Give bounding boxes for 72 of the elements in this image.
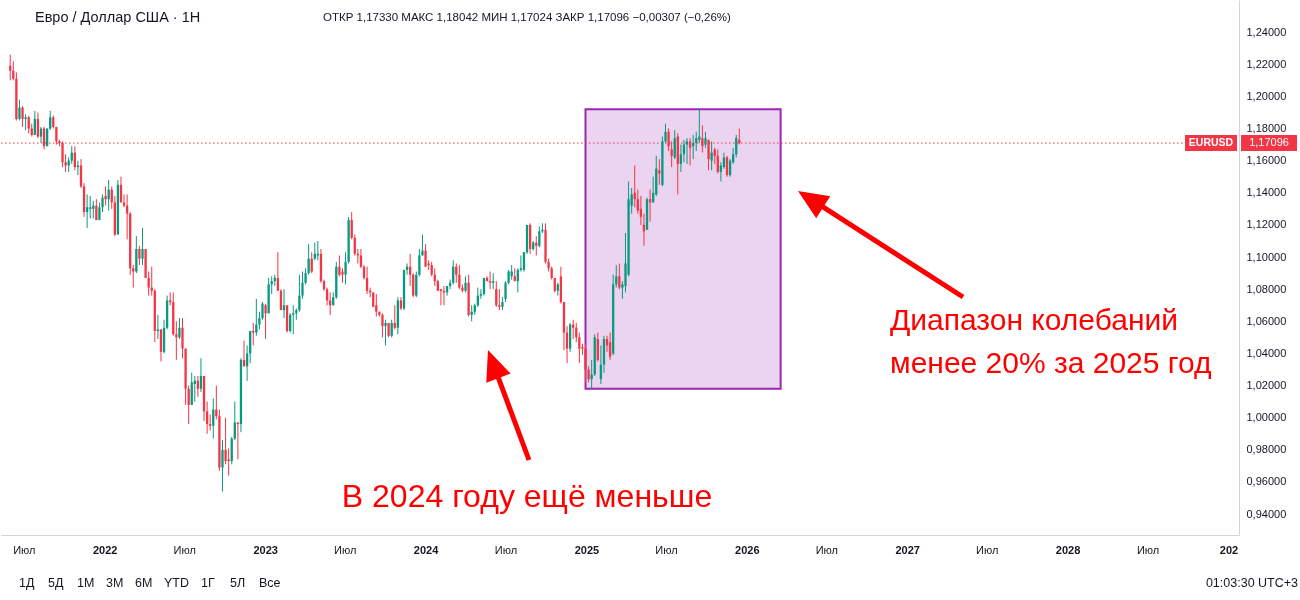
candlestick <box>679 144 683 173</box>
y-tick-label: 1,14000 <box>1246 186 1287 199</box>
candlestick <box>227 447 230 477</box>
text: ОТКР 1,17330 МАКС 1,18042 МИН 1,17024 ЗАКР 1,17096 −0,00307 (−0,26%) <box>323 11 732 23</box>
x-tick-label: 2028 <box>1055 543 1081 556</box>
x-tick-label: 202 <box>1219 543 1239 556</box>
candlestick <box>393 304 396 330</box>
y-tick-label: 1,22000 <box>1246 57 1287 70</box>
candlestick <box>381 312 384 338</box>
y-tick-label: 0,96000 <box>1246 475 1287 488</box>
candlestick <box>252 322 255 346</box>
text: Все <box>259 576 281 590</box>
text: 5Д <box>48 576 64 590</box>
annotation: Диапазон колебаний менее 20% за 2025 год <box>890 303 1212 379</box>
y-tick-label: 1,02000 <box>1246 379 1287 392</box>
x-tick-label: 2026 <box>735 543 760 556</box>
y-tick-label: 1,16000 <box>1246 154 1287 167</box>
y-tick-label: 1,10000 <box>1246 250 1287 263</box>
x-tick-label: Июл <box>173 543 196 556</box>
candlestick <box>178 317 181 340</box>
y-tick-label: 1,04000 <box>1246 346 1287 359</box>
y-tick-label: 1,06000 <box>1246 314 1287 327</box>
candlestick <box>18 99 21 121</box>
candlestick <box>688 137 692 166</box>
candlestick <box>608 332 612 361</box>
x-tick-label: 2024 <box>413 543 440 556</box>
candlestick <box>658 158 661 186</box>
text: Евро / Доллар США · 1H <box>35 9 201 25</box>
candlestick <box>584 343 587 383</box>
candlestick <box>21 105 24 128</box>
y-tick-label: 1,12000 <box>1246 218 1287 231</box>
candlestick <box>76 160 80 176</box>
x-tick-label: Июл <box>655 543 678 556</box>
x-tick-label: Июл <box>976 543 999 556</box>
candlestick <box>538 226 541 248</box>
candlestick <box>85 193 89 229</box>
candlestick <box>104 185 107 207</box>
candlestick <box>221 439 224 493</box>
text: 01:03:30 UTC+3 <box>1205 576 1299 590</box>
text: 1М <box>77 576 95 590</box>
candlestick <box>138 245 141 266</box>
x-tick-label: 2027 <box>895 543 920 556</box>
candlestick <box>156 314 160 340</box>
x-tick-label: 2025 <box>574 543 600 556</box>
x-tick-label: Июл <box>1136 543 1160 556</box>
text: EURUSD 1,17096 <box>1188 136 1289 149</box>
text: 5Л <box>230 576 246 590</box>
candlestick <box>141 227 144 266</box>
y-tick-label: 1,24000 <box>1246 25 1287 38</box>
text: 6М <box>135 576 153 590</box>
candlestick <box>424 243 427 268</box>
y-tick-label: 1,00000 <box>1246 411 1287 424</box>
y-tick-label: 1,18000 <box>1246 122 1287 135</box>
x-tick-label: Июл <box>494 543 518 556</box>
y-tick-label: 0,94000 <box>1246 507 1287 520</box>
text: YTD <box>164 576 189 590</box>
y-tick-label: 0,98000 <box>1246 443 1287 456</box>
y-tick-label: 1,20000 <box>1246 89 1287 102</box>
text: 1Д <box>19 576 35 590</box>
candlestick <box>9 54 12 81</box>
y-tick-label: 1,08000 <box>1246 282 1287 295</box>
candlestick <box>384 319 387 346</box>
x-tick-label: 2022 <box>92 543 118 556</box>
text: 1Г <box>201 576 215 590</box>
candlestick <box>458 264 461 290</box>
candlestick <box>618 262 621 290</box>
text: 3М <box>106 576 124 590</box>
x-tick-label: Июл <box>334 543 357 556</box>
annotation: В 2024 году ещё меньше <box>341 478 713 514</box>
x-tick-label: Июл <box>13 543 36 556</box>
x-tick-label: 2023 <box>253 543 278 556</box>
x-tick-label: Июл <box>815 543 839 556</box>
